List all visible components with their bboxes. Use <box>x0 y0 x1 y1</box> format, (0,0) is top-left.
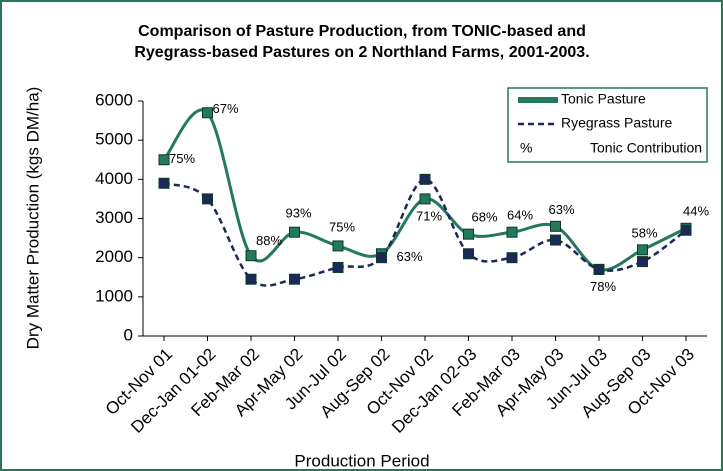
contribution-label: 71% <box>416 208 442 223</box>
contribution-label: 63% <box>548 202 574 217</box>
y-tick-label: 1000 <box>95 286 133 305</box>
contribution-label: 75% <box>169 151 195 166</box>
contribution-label: 75% <box>329 219 355 234</box>
marker <box>245 273 257 285</box>
y-tick-label: 2000 <box>95 247 133 266</box>
marker <box>202 193 213 205</box>
contribution-label: 58% <box>631 225 657 240</box>
marker <box>158 154 170 166</box>
x-axis-title: Production Period <box>294 451 429 470</box>
contribution-label: 67% <box>212 101 238 116</box>
y-tick-label: 5000 <box>95 130 133 149</box>
marker <box>419 173 431 185</box>
marker <box>202 107 213 119</box>
y-tick-label: 0 <box>124 325 133 344</box>
marker <box>376 252 387 264</box>
marker <box>158 177 170 189</box>
marker <box>289 273 300 285</box>
marker <box>550 234 561 246</box>
marker <box>506 252 518 264</box>
marker <box>637 256 648 268</box>
marker <box>332 261 344 273</box>
marker <box>593 263 605 275</box>
y-tick-label: 3000 <box>95 208 133 227</box>
marker <box>289 226 300 238</box>
legend-label: Tonic Pasture <box>561 91 646 107</box>
chart-title: Ryegrass-based Pastures on 2 Northland F… <box>134 44 589 61</box>
y-axis-title: Dry Matter Production (kgs DM/ha) <box>23 87 42 350</box>
contribution-label: 44% <box>683 204 709 219</box>
marker <box>637 244 648 256</box>
marker <box>332 240 344 252</box>
chart-title: Comparison of Pasture Production, from T… <box>138 23 586 40</box>
contribution-label: 68% <box>471 210 497 225</box>
contribution-label: 63% <box>396 249 422 264</box>
y-tick-label: 6000 <box>95 90 133 109</box>
contribution-label: 88% <box>256 233 282 248</box>
contribution-label: 78% <box>590 279 616 294</box>
contribution-label: 64% <box>507 208 533 223</box>
y-tick-label: 4000 <box>95 169 133 188</box>
marker <box>463 228 474 240</box>
contribution-label: 93% <box>285 206 311 221</box>
legend-symbol: % <box>520 140 532 156</box>
marker <box>245 250 257 262</box>
marker <box>463 248 474 260</box>
marker <box>506 226 518 238</box>
marker <box>550 220 561 232</box>
legend-label: Tonic Contribution <box>590 140 702 156</box>
marker <box>419 193 431 205</box>
marker <box>680 224 692 236</box>
legend-label: Ryegrass Pasture <box>561 115 672 131</box>
